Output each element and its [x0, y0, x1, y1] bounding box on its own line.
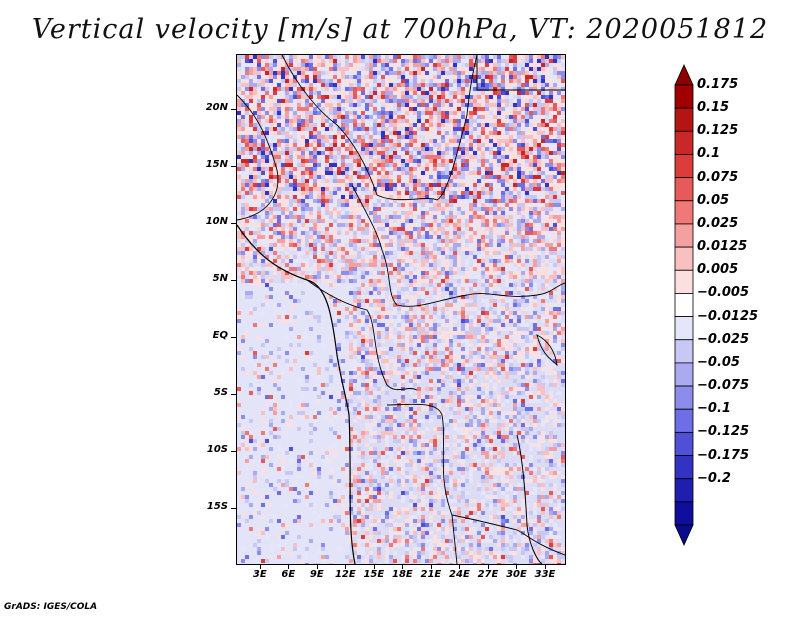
lon-tick: [402, 564, 404, 569]
colorbar-box: [674, 200, 694, 225]
lat-tick: [231, 337, 236, 339]
colorbar-tick-label: 0.125: [697, 123, 739, 139]
lon-label: 9E: [309, 569, 324, 580]
colorbar-box: [674, 84, 694, 109]
lon-label: 15E: [363, 569, 385, 580]
colorbar-box: [674, 293, 694, 317]
colorbar-box: [674, 408, 694, 433]
colorbar-box: [674, 269, 694, 294]
colorbar-box: [674, 316, 694, 341]
colorbar-box: [674, 246, 694, 271]
lat-label: EQ: [212, 330, 228, 342]
colorbar-tick-label: −0.0125: [697, 308, 759, 324]
lon-tick: [259, 564, 261, 569]
colorbar-box: [674, 177, 694, 202]
colorbar-box: [674, 107, 694, 132]
lon-tick: [430, 564, 432, 569]
colorbar-box: [674, 501, 694, 526]
chart-title: Vertical velocity [m/s] at 700hPa, VT: 2…: [31, 14, 769, 45]
colorbar-tick-label: 0.0125: [697, 239, 748, 255]
lon-label: 30E: [506, 569, 527, 580]
lon-tick: [459, 564, 461, 569]
colorbar-box: [674, 339, 694, 364]
colorbar: [674, 64, 694, 546]
lat-label: 5S: [213, 387, 228, 399]
lat-tick: [231, 222, 236, 224]
lon-tick: [516, 564, 518, 569]
colorbar-top-arrow: [674, 64, 694, 86]
lat-tick: [231, 508, 236, 510]
lat-label: 10N: [205, 215, 228, 227]
colorbar-box: [674, 223, 694, 248]
lon-label: 3E: [252, 569, 267, 580]
map-plot-area: [236, 54, 566, 565]
colorbar-tick-label: −0.005: [697, 285, 750, 301]
colorbar-tick-label: 0.025: [697, 215, 739, 231]
lon-label: 24E: [449, 569, 470, 580]
lon-tick: [487, 564, 489, 569]
colorbar-tick-label: −0.025: [697, 331, 750, 347]
lon-label: 21E: [420, 569, 442, 580]
colorbar-bottom-arrow: [674, 524, 694, 546]
colorbar-tick-label: 0.005: [697, 262, 739, 278]
colorbar-tick-label: −0.05: [697, 354, 740, 370]
colorbar-box: [674, 478, 694, 503]
lon-tick: [316, 564, 318, 569]
lat-label: 10S: [206, 444, 228, 456]
grads-credit: GrADS: IGES/COLA: [4, 602, 98, 612]
lon-tick: [288, 564, 290, 569]
lon-label: 6E: [281, 569, 296, 580]
lat-label: 20N: [205, 101, 228, 113]
colorbar-tick-label: −0.2: [697, 470, 731, 486]
lon-tick: [544, 564, 546, 569]
lat-tick: [231, 108, 236, 110]
colorbar-tick-label: −0.125: [697, 424, 750, 440]
lon-label: 12E: [334, 569, 356, 580]
colorbar-tick-label: −0.1: [697, 401, 731, 417]
lat-tick: [231, 279, 236, 281]
colorbar-box: [674, 431, 694, 456]
lat-tick: [231, 394, 236, 396]
lon-tick: [373, 564, 375, 569]
lat-tick: [231, 165, 236, 167]
colorbar-box: [674, 130, 694, 155]
lat-label: 15S: [206, 501, 228, 513]
lat-label: 15N: [205, 158, 228, 170]
lon-label: 18E: [392, 569, 413, 580]
colorbar-tick-label: 0.15: [697, 100, 730, 116]
lon-tick: [345, 564, 347, 569]
vertical-velocity-map: [237, 55, 565, 564]
colorbar-box: [674, 154, 694, 179]
colorbar-tick-label: 0.1: [697, 146, 721, 162]
colorbar-tick-label: 0.05: [697, 192, 730, 208]
lon-label: 33E: [534, 569, 556, 580]
colorbar-box: [674, 455, 694, 480]
lat-tick: [231, 451, 236, 453]
colorbar-box: [674, 385, 694, 410]
lat-label: 5N: [212, 272, 228, 284]
lon-label: 27E: [477, 569, 499, 580]
colorbar-tick-label: 0.175: [697, 77, 739, 92]
colorbar-tick-label: −0.175: [697, 447, 750, 463]
colorbar-tick-label: 0.075: [697, 169, 739, 185]
colorbar-tick-label: −0.075: [697, 378, 750, 394]
colorbar-box: [674, 362, 694, 387]
